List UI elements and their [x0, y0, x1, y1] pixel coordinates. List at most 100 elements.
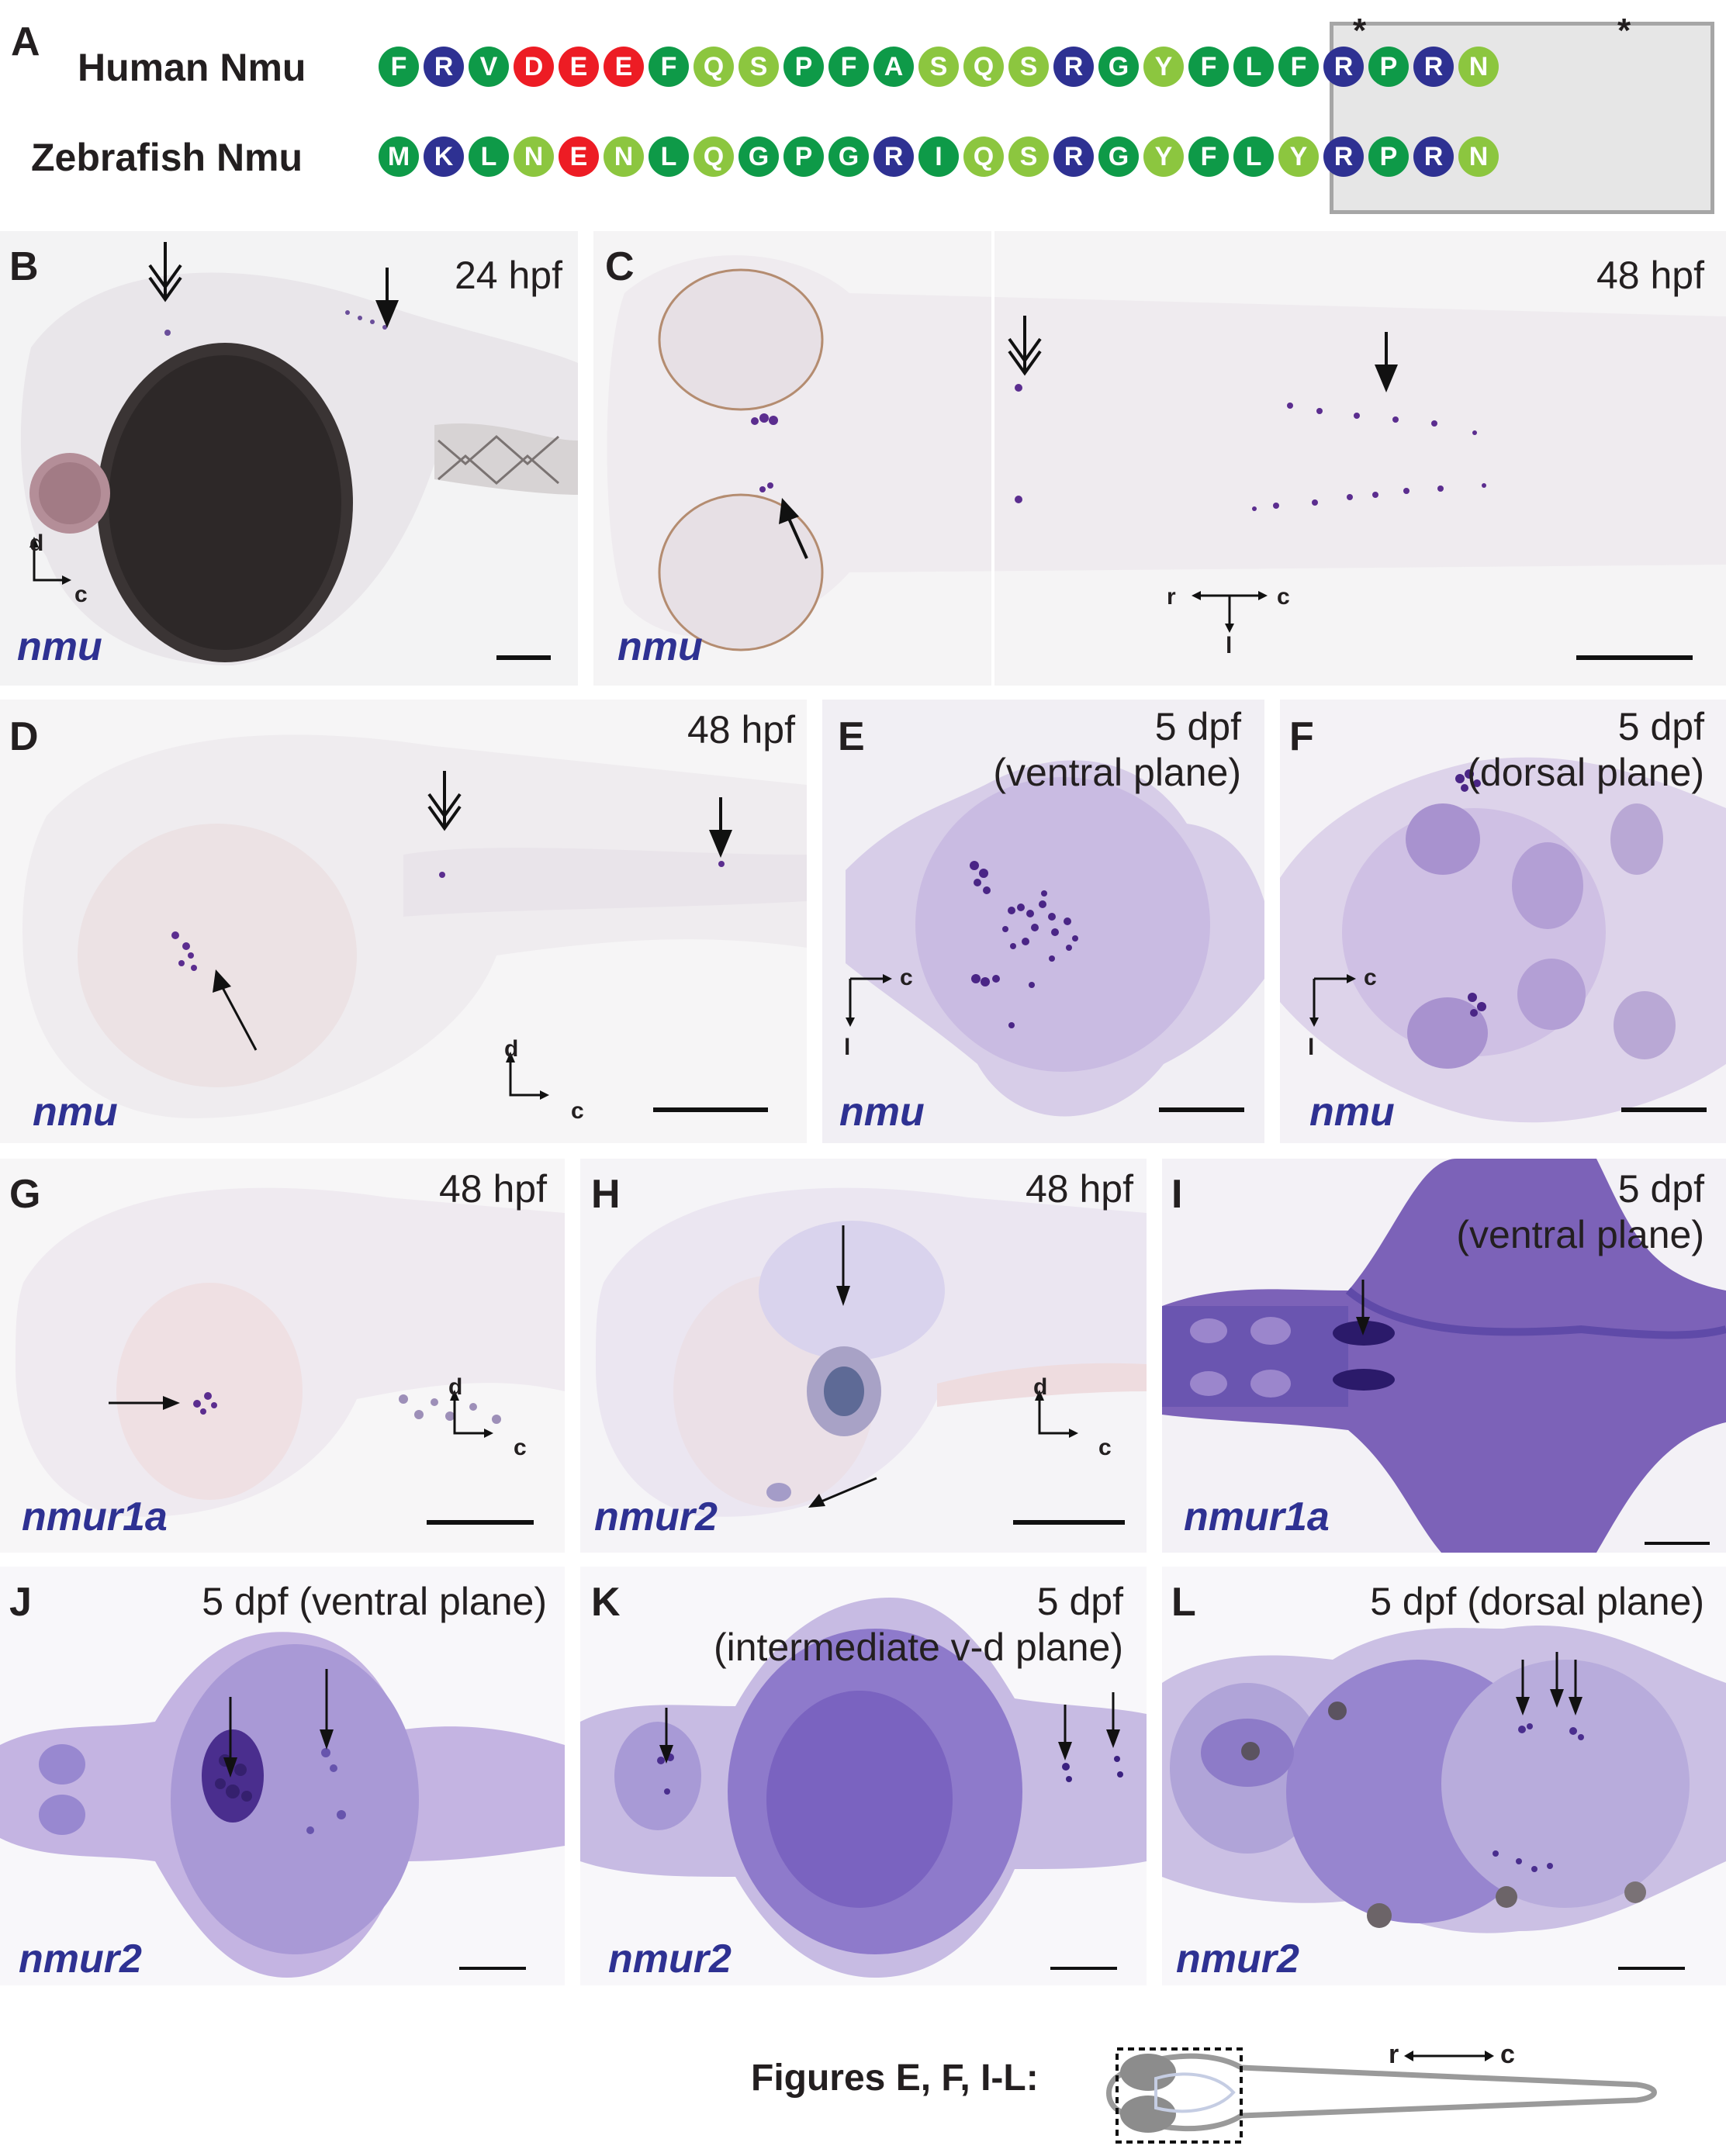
scale-bar [1013, 1520, 1125, 1525]
residue-human-16: R [1053, 47, 1094, 87]
residue-zebrafish-15: S [1008, 136, 1049, 177]
residue-human-19: F [1188, 47, 1229, 87]
zebrafish-48hpf-nmur2-image [596, 1187, 1147, 1517]
residue-human-6: E [604, 47, 644, 87]
axis-label-c: c [900, 965, 913, 990]
residue-human-20: L [1233, 47, 1274, 87]
panel-e-stage: 5 dpf (ventral plane) [993, 704, 1241, 796]
residue-human-12: A [873, 47, 914, 87]
panel-b-stage: 24 hpf [454, 254, 562, 297]
arrow-down-icon [1356, 1280, 1370, 1335]
residue-human-13: S [918, 47, 959, 87]
panel-i-stage: 5 dpf (ventral plane) [1456, 1166, 1704, 1258]
panel-b-gene: nmu [17, 624, 102, 669]
larva-5dpf-dorsal-brain-image [1280, 757, 1726, 1123]
arrow-down-icon [375, 268, 399, 328]
panel-k-gene: nmur2 [608, 1937, 732, 1982]
species-label-zebrafish: Zebrafish Nmu [31, 136, 303, 179]
residue-zebrafish-9: G [738, 136, 779, 177]
residue-zebrafish-6: N [604, 136, 644, 177]
residue-human-11: F [828, 47, 869, 87]
arrow-down-icon [223, 1697, 237, 1778]
arrow-down-icon [709, 797, 732, 858]
axis-r-c-icon [1404, 2051, 1494, 2061]
scale-bar [1159, 1107, 1244, 1112]
panel-i-gene: nmur1a [1184, 1494, 1330, 1539]
panel-d-label: D [9, 714, 39, 759]
residue-human-17: G [1098, 47, 1139, 87]
residue-zebrafish-25: N [1458, 136, 1499, 177]
panel-d-image [0, 700, 807, 1143]
residue-zebrafish-18: Y [1143, 136, 1184, 177]
axis-label-c: c [571, 1098, 584, 1124]
panel-j-image [0, 1567, 565, 1985]
panel-l-gene: nmur2 [1176, 1937, 1299, 1982]
arrow-down-icon [1106, 1692, 1120, 1748]
panel-e-stage-line1: 5 dpf [1154, 705, 1241, 748]
panel-f-stage: 5 dpf (dorsal plane) [1467, 704, 1704, 796]
residue-human-14: Q [963, 47, 1004, 87]
panel-c-image [593, 231, 1726, 686]
panel-e-image [822, 700, 1264, 1143]
arrow-up-left-icon [779, 498, 808, 559]
scale-bar [1645, 1542, 1710, 1545]
panel-i-image [1162, 1159, 1726, 1553]
panel-j-label: J [9, 1580, 32, 1625]
axis-label-c: c [1277, 584, 1290, 610]
residue-zebrafish-23: P [1368, 136, 1409, 177]
axis-label-c: c [514, 1435, 527, 1460]
panel-i-label: I [1171, 1172, 1183, 1217]
residue-zebrafish-7: L [649, 136, 689, 177]
axis-c-l-icon [846, 974, 892, 1027]
panel-b-label: B [9, 244, 39, 289]
conservation-star-2: * [1617, 12, 1631, 50]
residue-human-5: E [559, 47, 599, 87]
panel-c-label: C [605, 244, 635, 289]
schematic-caption: Figures E, F, I-L: [751, 2058, 1039, 2099]
panel-c-gene: nmu [617, 624, 703, 669]
panel-j-gene: nmur2 [19, 1937, 142, 1982]
panel-l-label: L [1171, 1580, 1196, 1625]
axis-label-c: c [1098, 1435, 1112, 1460]
double-arrow-icon [1008, 316, 1042, 376]
residue-zebrafish-22: R [1323, 136, 1364, 177]
arrow-down-icon [836, 1225, 850, 1306]
panel-k-image [580, 1567, 1147, 1985]
panel-b-image [0, 231, 578, 686]
axis-label-d: d [448, 1374, 463, 1400]
residue-human-7: F [649, 47, 689, 87]
residue-human-21: F [1278, 47, 1319, 87]
arrow-down-icon [1516, 1660, 1530, 1715]
panel-f-stage-line1: 5 dpf [1617, 705, 1704, 748]
residue-human-3: V [469, 47, 509, 87]
panel-k-label: K [591, 1580, 621, 1625]
scale-bar [1618, 1967, 1685, 1970]
panel-k-stage-line1: 5 dpf [1036, 1580, 1123, 1623]
axis-label-c: c [74, 582, 88, 607]
residue-human-1: F [379, 47, 419, 87]
zebrafish-48hpf-nmur1a-image [16, 1187, 565, 1517]
larva-5dpf-nmur2-ventral-image [0, 1632, 565, 1978]
scale-bar [427, 1520, 534, 1525]
scale-bar [1576, 655, 1693, 660]
axis-d-c-icon [29, 537, 71, 585]
residue-human-22: R [1323, 47, 1364, 87]
zebrafish-48hpf-dorsal-image [607, 231, 1726, 686]
conservation-star-1: * [1353, 12, 1367, 50]
residue-zebrafish-19: F [1188, 136, 1229, 177]
axis-label-d: d [504, 1036, 519, 1062]
double-arrow-icon [148, 242, 182, 302]
residue-human-25: N [1458, 47, 1499, 87]
panel-f-gene: nmu [1309, 1090, 1395, 1135]
residue-zebrafish-10: P [783, 136, 824, 177]
panel-l-stage: 5 dpf (dorsal plane) [1370, 1580, 1704, 1623]
panel-g-gene: nmur1a [22, 1494, 168, 1539]
axis-label-c: c [1500, 2040, 1515, 2069]
residue-zebrafish-4: N [514, 136, 554, 177]
panel-i-stage-line2: (ventral plane) [1456, 1213, 1704, 1256]
residue-zebrafish-24: R [1413, 136, 1454, 177]
zebrafish-48hpf-lateral-image [22, 734, 807, 1118]
axis-label-c: c [1364, 965, 1377, 990]
residue-zebrafish-20: L [1233, 136, 1274, 177]
axis-label-l: l [1308, 1035, 1315, 1060]
